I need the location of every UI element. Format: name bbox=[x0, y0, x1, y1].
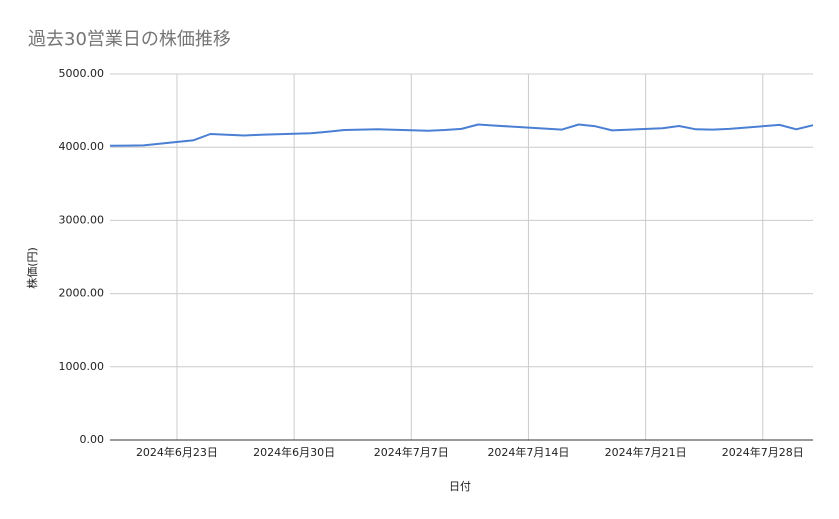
y-tick-label: 0.00 bbox=[80, 433, 105, 446]
chart-title: 過去30営業日の株価推移 bbox=[28, 29, 231, 50]
x-tick-label: 2024年6月23日 bbox=[136, 445, 218, 459]
data-line bbox=[109, 123, 814, 147]
x-tick-label: 2024年6月30日 bbox=[253, 445, 335, 459]
y-tick-label: 4000.00 bbox=[59, 140, 105, 153]
y-tick-label: 2000.00 bbox=[59, 287, 105, 300]
x-tick-label: 2024年7月28日 bbox=[722, 445, 804, 459]
x-axis-label: 日付 bbox=[449, 480, 471, 493]
y-tick-label: 1000.00 bbox=[59, 360, 105, 373]
x-tick-label: 2024年7月14日 bbox=[487, 445, 569, 459]
x-tick-label: 2024年7月21日 bbox=[605, 445, 687, 459]
y-tick-label: 5000.00 bbox=[59, 67, 105, 80]
x-tick-label: 2024年7月7日 bbox=[374, 445, 449, 459]
y-tick-label: 3000.00 bbox=[59, 213, 105, 226]
y-axis-label: 株価(円) bbox=[25, 247, 39, 289]
